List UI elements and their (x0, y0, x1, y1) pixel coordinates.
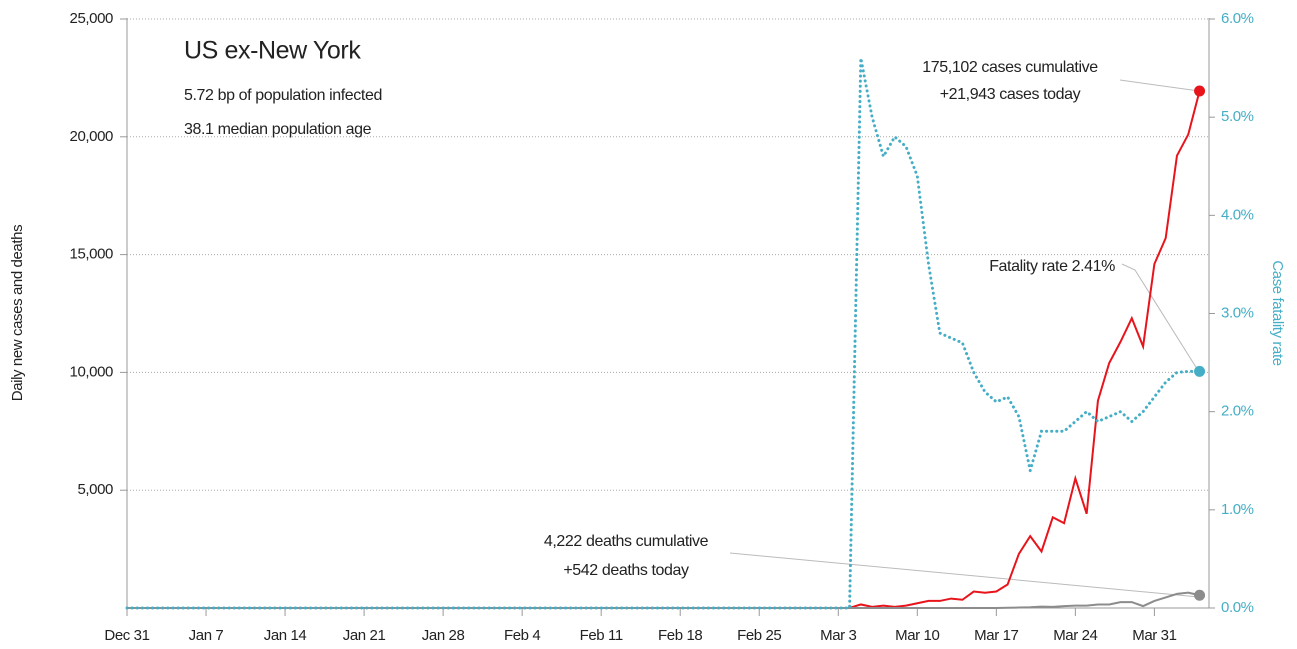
leader-line (1121, 263, 1200, 373)
x-tick-label: Jan 21 (343, 627, 386, 644)
y-axis-label: Daily new cases and deaths (9, 225, 26, 401)
chart-title: US ex-New York (184, 37, 361, 65)
x-tick-label: Mar 24 (1053, 627, 1097, 644)
x-tick-label: Feb 4 (504, 627, 540, 644)
x-tick-label: Dec 31 (104, 627, 149, 644)
x-tick-label: Feb 11 (580, 627, 623, 644)
x-tick-label: Jan 28 (422, 627, 465, 644)
x-tick-label: Feb 25 (737, 627, 781, 644)
y2-tick-label: 2.0% (1221, 403, 1254, 420)
x-tick-label: Mar 3 (820, 627, 856, 644)
subtitle: 5.72 bp of population infected (184, 87, 382, 104)
y-tick-label: 10,000 (70, 363, 114, 380)
y-tick-label: 5,000 (77, 481, 113, 498)
end-dot (1194, 365, 1206, 377)
end-dot (1194, 85, 1206, 97)
y2-tick-label: 1.0% (1221, 501, 1254, 518)
x-tick-label: Mar 10 (895, 627, 939, 644)
y2-tick-label: 3.0% (1221, 304, 1254, 321)
end-dot (1194, 589, 1206, 601)
y2-tick-label: 4.0% (1221, 206, 1254, 223)
x-tick-label: Jan 14 (264, 627, 307, 644)
x-tick-label: Jan 7 (189, 627, 224, 644)
y-tick-label: 20,000 (70, 128, 114, 145)
y-tick-label: 15,000 (70, 246, 114, 263)
annotation: +542 deaths today (563, 562, 689, 579)
subtitle: 38.1 median population age (184, 121, 372, 138)
x-tick-label: Mar 17 (974, 627, 1018, 644)
y2-tick-label: 0.0% (1221, 599, 1254, 616)
y2-tick-label: 6.0% (1221, 10, 1254, 27)
y2-axis-label: Case fatality rate (1269, 260, 1286, 365)
y2-tick-label: 5.0% (1221, 108, 1254, 125)
series-line (127, 90, 1201, 609)
series-line (125, 57, 1202, 610)
x-tick-label: Mar 31 (1132, 627, 1176, 644)
annotation: Fatality rate 2.41% (989, 258, 1115, 275)
annotation: +21,943 cases today (940, 86, 1081, 103)
annotation: 4,222 deaths cumulative (544, 533, 709, 550)
leader-line (729, 552, 1200, 598)
y-tick-label: 25,000 (70, 10, 114, 27)
series-line (127, 591, 1200, 609)
leader-line (1119, 79, 1200, 92)
x-tick-label: Feb 18 (658, 627, 702, 644)
annotation: 175,102 cases cumulative (922, 59, 1098, 76)
